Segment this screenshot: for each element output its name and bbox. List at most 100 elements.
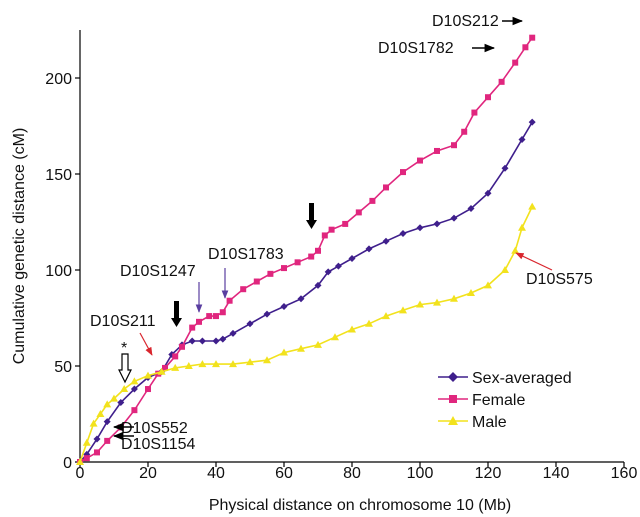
- series-female: [77, 34, 536, 465]
- annotation-asterisk: *: [121, 340, 127, 357]
- data-point-female: [461, 128, 468, 135]
- data-point-sex-averaged: [117, 398, 125, 406]
- legend: Sex-averaged Female Male: [438, 370, 572, 431]
- data-point-sex-averaged: [93, 435, 101, 443]
- annotation-label-d10s211: D10S211: [90, 313, 156, 330]
- data-point-male: [501, 266, 509, 273]
- series-male: [76, 202, 537, 465]
- annotation-label-d10s1782: D10S1782: [378, 40, 454, 57]
- data-point-sex-averaged: [263, 310, 271, 318]
- annotation-arrow-d10s211: [139, 332, 153, 356]
- data-point-female: [162, 364, 168, 371]
- data-point-sex-averaged: [334, 262, 342, 270]
- data-point-female: [281, 265, 287, 272]
- data-point-male: [263, 356, 271, 364]
- data-point-sex-averaged: [518, 135, 526, 143]
- x-tick-label: 100: [407, 465, 434, 482]
- data-point-female: [131, 407, 138, 414]
- data-point-male: [171, 363, 180, 371]
- data-point-male: [212, 360, 220, 368]
- data-point-female: [434, 147, 440, 154]
- data-point-female: [240, 286, 247, 293]
- legend-label-male: Male: [472, 414, 507, 431]
- annotations: D10S212 D10S1782 D10S1783 D10S1247 D10S2…: [90, 13, 593, 453]
- data-point-male: [96, 410, 105, 417]
- x-tick-label: 0: [76, 465, 85, 482]
- data-point-female: [512, 59, 519, 66]
- data-point-sex-averaged: [382, 237, 390, 245]
- data-point-female: [253, 278, 260, 285]
- data-point-male: [89, 419, 98, 427]
- y-tick-label: 0: [63, 455, 72, 472]
- data-point-female: [206, 313, 213, 320]
- annotation-arrow-d10s575: [515, 252, 553, 271]
- data-point-male: [157, 367, 166, 375]
- legend-marker-male: [448, 416, 458, 425]
- data-point-sex-averaged: [416, 224, 424, 232]
- data-point-male: [229, 360, 237, 368]
- data-point-sex-averaged: [103, 418, 111, 426]
- data-point-male: [314, 340, 322, 348]
- x-axis-title: Physical distance on chromosome 10 (Mb): [209, 497, 511, 514]
- data-point-female: [196, 318, 202, 325]
- data-point-sex-averaged: [365, 245, 373, 253]
- data-point-female: [451, 142, 457, 149]
- data-point-female: [471, 109, 478, 116]
- legend-item-sex-averaged: Sex-averaged: [438, 370, 572, 387]
- data-point-sex-averaged: [297, 295, 305, 303]
- axes: [79, 30, 624, 463]
- data-point-sex-averaged: [198, 337, 206, 345]
- data-point-female: [83, 455, 90, 462]
- data-point-female: [315, 247, 321, 254]
- x-tick-label: 40: [207, 465, 225, 482]
- y-tick-label: 150: [45, 167, 72, 184]
- data-point-female: [522, 44, 529, 51]
- data-point-female: [267, 270, 274, 277]
- data-point-male: [450, 294, 458, 302]
- y-tick-label: 100: [45, 263, 72, 280]
- data-point-female: [498, 78, 505, 85]
- data-point-female: [219, 309, 226, 316]
- data-point-female: [369, 197, 376, 204]
- data-point-male: [76, 458, 84, 465]
- bold-down-arrow-2: [306, 203, 317, 229]
- data-point-male: [103, 400, 112, 408]
- data-point-female: [342, 220, 349, 227]
- legend-item-male: Male: [438, 414, 507, 431]
- data-point-male: [246, 358, 254, 366]
- x-tick-label: 20: [139, 465, 157, 482]
- annotation-label-d10s552: D10S552: [121, 420, 188, 437]
- data-point-sex-averaged: [348, 254, 356, 262]
- data-point-female: [155, 370, 162, 377]
- data-point-female: [213, 313, 219, 320]
- data-point-sex-averaged: [501, 164, 509, 172]
- data-point-sex-averaged: [219, 335, 227, 343]
- data-point-sex-averaged: [314, 281, 322, 289]
- data-point-female: [308, 253, 315, 260]
- annotation-label-d10s1783: D10S1783: [208, 246, 284, 263]
- data-point-male: [518, 223, 526, 231]
- data-point-male: [348, 325, 356, 333]
- data-point-female: [417, 157, 423, 164]
- data-point-female: [383, 184, 389, 191]
- x-tick-label: 80: [343, 465, 361, 482]
- data-point-male: [120, 385, 129, 393]
- data-point-male: [184, 362, 193, 369]
- hollow-down-arrow: [118, 353, 132, 384]
- data-point-sex-averaged: [212, 337, 220, 345]
- data-point-sex-averaged: [229, 329, 237, 337]
- data-point-sex-averaged: [528, 118, 536, 126]
- data-point-female: [294, 259, 301, 266]
- data-point-female: [321, 232, 328, 239]
- data-point-female: [145, 386, 151, 393]
- data-point-male: [511, 246, 520, 254]
- data-point-female: [328, 226, 335, 233]
- bold-down-arrow-1: [171, 301, 182, 327]
- data-point-male: [484, 281, 492, 289]
- data-point-sex-averaged: [246, 320, 254, 328]
- legend-item-female: Female: [438, 392, 525, 409]
- data-point-male: [198, 360, 207, 368]
- data-point-female: [529, 34, 536, 41]
- data-point-male: [467, 289, 475, 297]
